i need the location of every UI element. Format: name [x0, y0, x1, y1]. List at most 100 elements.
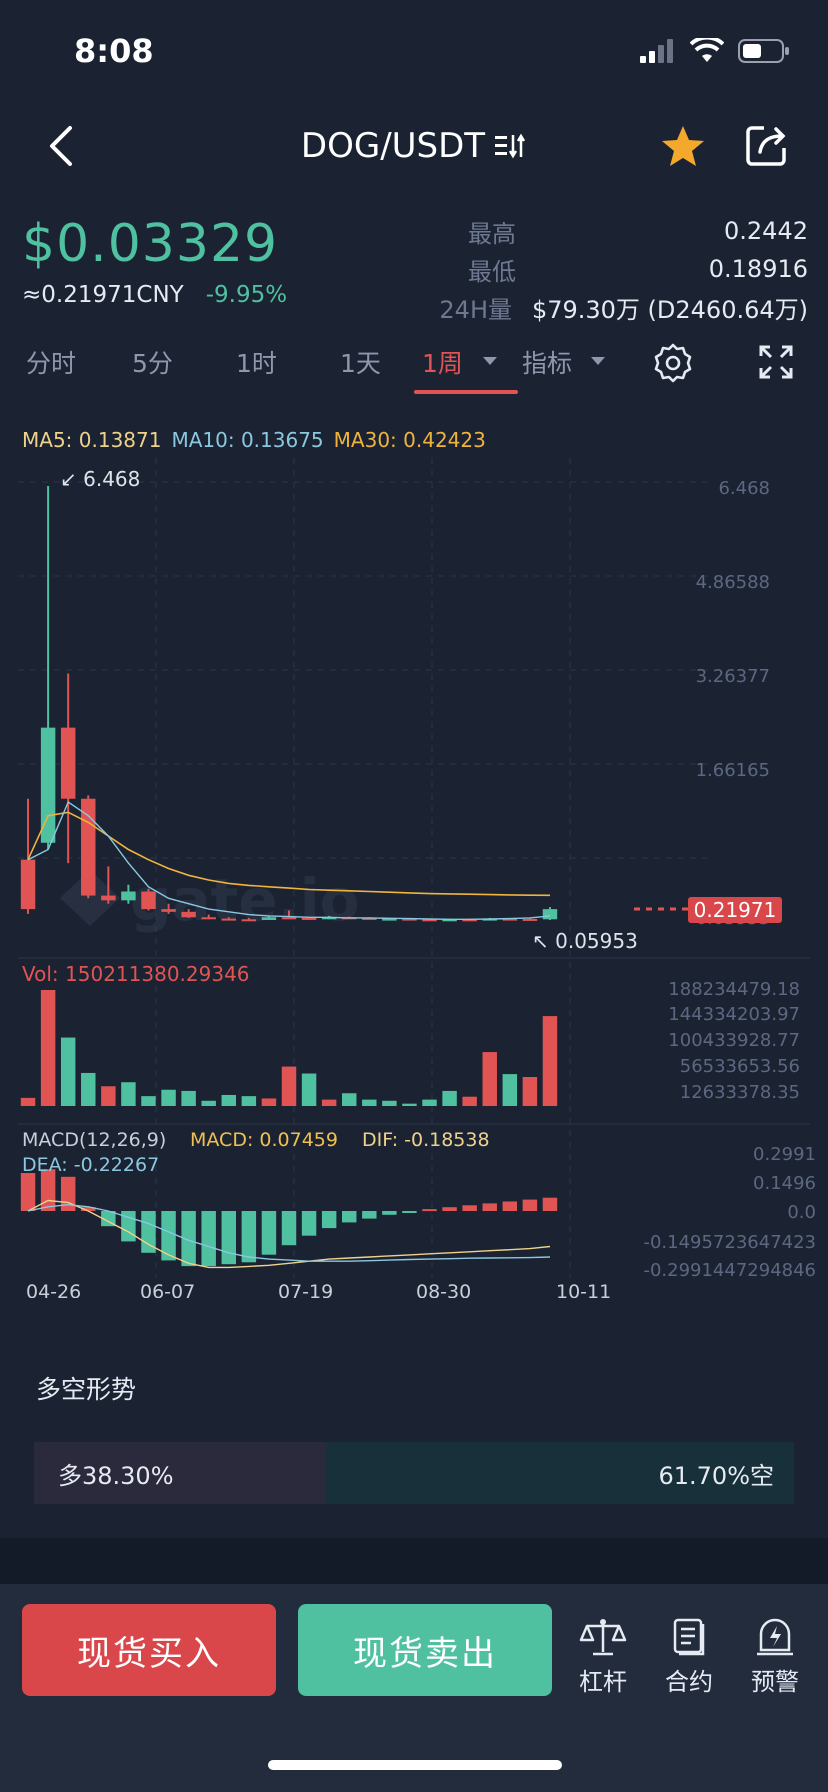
status-time: 8:08	[74, 32, 154, 70]
ma10-value: MA10: 0.13675	[171, 428, 324, 452]
sort-icon[interactable]	[493, 131, 527, 161]
candle-body	[321, 917, 337, 920]
chevron-down-icon[interactable]	[590, 356, 606, 366]
dea-value: DEA: -0.22267	[22, 1154, 159, 1176]
wifi-icon	[690, 38, 724, 62]
tab-indicator[interactable]: 指标	[522, 349, 573, 378]
min-price-label: ↖ 0.05953	[532, 929, 638, 953]
volume-bar	[81, 1072, 96, 1106]
candle-body	[81, 798, 96, 896]
volume-bar	[462, 1096, 477, 1106]
candle-body	[402, 918, 417, 921]
volume-tick-label: 144334203.97	[668, 1004, 800, 1025]
contract-label: 合约	[665, 1668, 713, 1696]
macd-tick-label: -0.2991447294846	[643, 1260, 816, 1281]
high-label: 最高	[468, 219, 516, 248]
tab-5min[interactable]: 5分	[132, 349, 173, 378]
x-axis-label: 08-30	[416, 1281, 471, 1298]
volume-bar	[362, 1099, 377, 1106]
max-price-label: ↙ 6.468	[60, 467, 140, 491]
macd-bar	[221, 1211, 237, 1265]
nav-bar: DOG/USDT	[0, 110, 828, 182]
gear-icon[interactable]	[652, 342, 694, 384]
macd-tick-label: 0.0	[787, 1202, 816, 1223]
volume-bar	[161, 1089, 176, 1106]
stats-panel: 最高 0.2442 最低 0.18916 24H量 $79.30万 (D2460…	[420, 212, 808, 326]
macd-bar	[81, 1207, 96, 1211]
active-tab-underline	[414, 390, 518, 394]
current-price-value: 0.21971	[694, 898, 777, 922]
volume-bar	[281, 1066, 297, 1106]
volume-bar	[261, 1098, 277, 1106]
tab-1week[interactable]: 1周	[422, 349, 463, 378]
volume-bar	[40, 990, 56, 1106]
contract-button[interactable]: 合约	[654, 1616, 724, 1697]
action-bar: 现货买入 现货卖出 杠杆 合约 预警	[0, 1584, 828, 1792]
volume-bar	[502, 1074, 518, 1106]
candle-body	[241, 919, 257, 922]
watermark-text: gate.io	[130, 866, 359, 934]
document-icon	[673, 1618, 705, 1656]
chevron-down-icon[interactable]	[482, 356, 498, 366]
dea-line	[27, 1203, 551, 1262]
ma10-line	[27, 801, 551, 920]
volume-bar	[20, 1097, 36, 1106]
macd-bar	[422, 1209, 437, 1212]
battery-icon	[738, 39, 789, 63]
macd-value: MACD: 0.07459	[190, 1129, 338, 1151]
dif-value: DIF: -0.18538	[362, 1129, 490, 1151]
tab-1hour[interactable]: 1时	[236, 349, 277, 378]
pair-name: DOG/USDT	[300, 125, 486, 166]
ma5-value: MA5: 0.13871	[22, 428, 162, 452]
alarm-icon	[757, 1618, 793, 1656]
volume-bar	[101, 1086, 116, 1106]
candle-body	[362, 917, 377, 920]
candle-body	[221, 918, 237, 921]
tab-1day[interactable]: 1天	[340, 349, 381, 378]
macd-bar	[362, 1211, 377, 1219]
kline-svg[interactable]: gate.io 6.4684.865883.263771.661650.0595…	[0, 458, 828, 1303]
kline-chart[interactable]: gate.io 6.4684.865883.263771.661650.0595…	[0, 458, 828, 1303]
alert-label: 预警	[751, 1668, 799, 1696]
stat-high: 最高 0.2442	[420, 212, 808, 250]
candle-body	[161, 909, 176, 912]
long-short-title: 多空形势	[36, 1375, 137, 1404]
ma-legend: MA5: 0.13871 MA10: 0.13675 MA30: 0.42423	[22, 428, 486, 452]
pair-title[interactable]: DOG/USDT	[0, 124, 828, 166]
macd-bar	[161, 1211, 176, 1261]
macd-label: MACD(12,26,9)	[22, 1129, 166, 1151]
spot-buy-button[interactable]: 现货买入	[22, 1604, 276, 1696]
stat-low: 最低 0.18916	[420, 250, 808, 288]
candle-body	[101, 895, 116, 901]
fullscreen-icon[interactable]	[758, 344, 794, 380]
x-axis-label: 06-07	[140, 1281, 195, 1298]
macd-bar	[101, 1211, 116, 1227]
gateio-watermark: gate.io	[60, 866, 359, 934]
volume-bar	[542, 1016, 558, 1106]
low-label: 最低	[468, 257, 516, 286]
candle-body	[301, 917, 317, 920]
volume-tick-label: 12633378.35	[680, 1082, 800, 1103]
price-tick-label: 1.66165	[696, 760, 770, 781]
back-icon[interactable]	[40, 122, 84, 170]
price-tick-label: 4.86588	[696, 572, 770, 593]
leverage-button[interactable]: 杠杆	[568, 1616, 638, 1697]
tab-timeshare[interactable]: 分时	[26, 349, 77, 378]
price-block: $0.03329 ≈0.21971CNY -9.95%	[22, 214, 287, 308]
macd-bar	[261, 1211, 277, 1255]
spot-sell-button[interactable]: 现货卖出	[298, 1604, 552, 1696]
high-value: 0.2442	[724, 217, 808, 245]
volume-bar	[341, 1093, 357, 1106]
share-icon[interactable]	[744, 122, 790, 168]
macd-bar	[502, 1201, 518, 1211]
volume-bar	[241, 1096, 257, 1106]
star-icon[interactable]	[660, 124, 706, 168]
volume-legend: Vol: 150211380.29346	[22, 962, 250, 986]
volume-tick-label: 56533653.56	[680, 1056, 800, 1077]
volume-bar	[482, 1052, 497, 1106]
status-icons	[640, 38, 790, 64]
long-ratio: 多38.30%	[34, 1442, 326, 1504]
current-price-tag: 0.21971	[634, 897, 782, 923]
alert-button[interactable]: 预警	[740, 1616, 810, 1697]
macd-tick-label: 0.1496	[753, 1173, 816, 1194]
